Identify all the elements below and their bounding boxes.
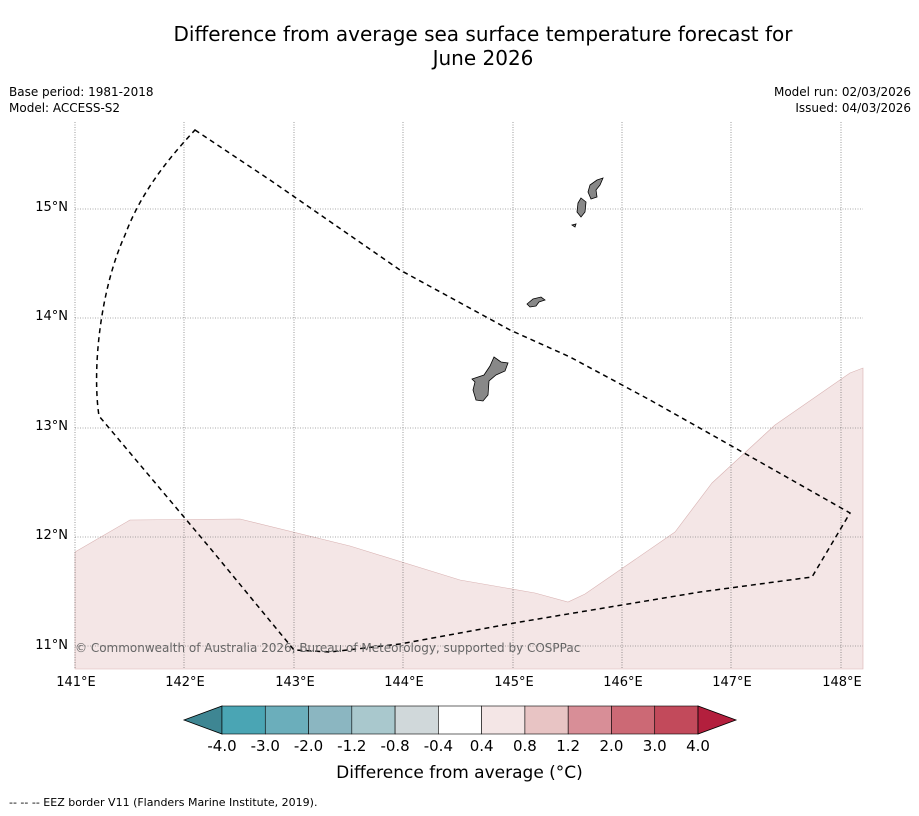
title-line-2: June 2026 [432, 46, 534, 70]
colorbar-extend-high [697, 705, 738, 735]
colorbar-segment [394, 705, 439, 735]
colorbar-tick-label: -3.0 [250, 737, 280, 755]
colorbar-tick-label: -2.0 [293, 737, 324, 755]
aguijan-islet [571, 223, 577, 228]
colorbar-segment [264, 705, 309, 735]
lat-tick-15: 15°N [35, 200, 68, 215]
issued-date: Issued: 04/03/2026 [795, 101, 911, 115]
meta-left: Base period: 1981-2018 Model: ACCESS-S2 [9, 84, 154, 116]
lon-tick-148: 148°E [822, 675, 862, 690]
model-name: Model: ACCESS-S2 [9, 101, 121, 115]
colorbar-segment [524, 705, 569, 735]
colorbar-tick-label: 0.8 [512, 737, 537, 755]
colorbar-tick-label: -4.0 [207, 737, 237, 755]
colorbar-segment [308, 705, 353, 735]
lon-tick-145: 145°E [494, 675, 534, 690]
colorbar-segment [351, 705, 396, 735]
map-title: Difference from average sea surface temp… [0, 22, 919, 70]
colorbar [182, 705, 738, 735]
lon-tick-146: 146°E [603, 675, 643, 690]
saipan-island [587, 177, 604, 200]
colorbar-segment [567, 705, 612, 735]
colorbar-tick-label: 2.0 [599, 737, 624, 755]
colorbar-segment [611, 705, 656, 735]
lat-tick-14: 14°N [35, 309, 68, 324]
islands [471, 177, 604, 402]
gridlines [74, 122, 863, 669]
base-period: Base period: 1981-2018 [9, 85, 154, 99]
warm-anomaly-region [74, 367, 864, 670]
title-line-1: Difference from average sea surface temp… [173, 22, 793, 46]
colorbar-segment [481, 705, 526, 735]
tinian-island [576, 197, 587, 218]
lon-tick-142: 142°E [165, 675, 205, 690]
colorbar-tick-label: -0.8 [380, 737, 410, 755]
colorbar-extend-low [182, 705, 223, 735]
lat-tick-12: 12°N [35, 528, 68, 543]
colorbar-tick-label: 3.0 [642, 737, 667, 755]
colorbar-segment [221, 705, 266, 735]
colorbar-tick-label: 0.4 [469, 737, 494, 755]
rota-island [526, 296, 546, 308]
lat-tick-11: 11°N [35, 638, 68, 653]
colorbar-tick-label: 1.2 [556, 737, 581, 755]
lon-tick-147: 147°E [712, 675, 752, 690]
copyright-notice: © Commonwealth of Australia 2026, Bureau… [75, 641, 581, 655]
colorbar-title: Difference from average (°C) [336, 763, 583, 783]
model-run: Model run: 02/03/2026 [773, 85, 911, 99]
colorbar-segment [654, 705, 699, 735]
meta-right: Model run: 02/03/2026 Issued: 04/03/2026 [774, 84, 911, 116]
colorbar-tick-label: -1.2 [337, 737, 367, 755]
colorbar-tick-label: 4.0 [686, 737, 710, 755]
lon-tick-144: 144°E [384, 675, 424, 690]
eez-footnote: -- -- -- EEZ border V11 (Flanders Marine… [9, 796, 318, 809]
guam-island [471, 356, 509, 402]
lon-tick-143: 143°E [275, 675, 315, 690]
lon-tick-141: 141°E [56, 675, 96, 690]
colorbar-tick-label: -0.4 [423, 737, 453, 755]
colorbar-segment [438, 705, 482, 735]
lat-tick-13: 13°N [35, 419, 68, 434]
